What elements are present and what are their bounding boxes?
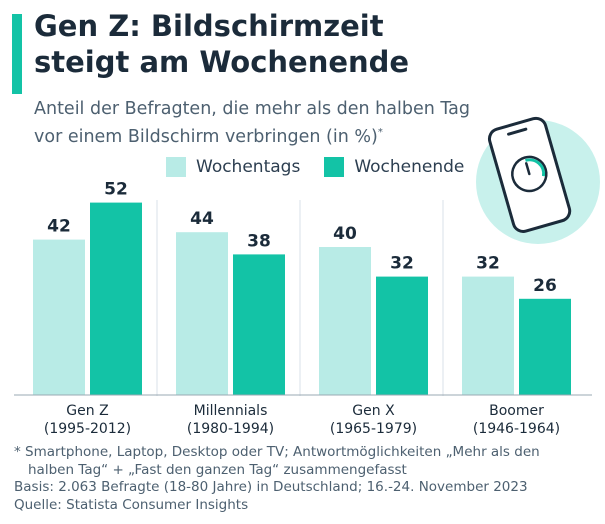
page-title: Gen Z: Bildschirmzeit steigt am Wochenen… [34,8,474,80]
x-tick-label: Gen Z [66,403,108,419]
bar-value-label: 42 [47,217,71,237]
bar-weekday [176,232,228,395]
subtitle-line-1: Anteil der Befragten, die mehr als den h… [34,99,471,119]
bar-value-label: 44 [190,209,214,229]
bar-weekday [319,247,371,395]
bar-value-label: 40 [333,224,357,244]
chart-legend: Wochentags Wochenende [166,157,478,177]
footnote: * Smartphone, Laptop, Desktop oder TV; A… [14,444,594,514]
chart-subtitle: Anteil der Befragten, die mehr als den h… [34,98,474,149]
bar-weekend [90,202,142,395]
legend-swatch-weekday [166,157,186,177]
x-tick-label: Gen X [352,403,395,419]
legend-label-weekday: Wochentags [196,157,301,177]
bar-weekend [376,276,428,395]
bar-weekday [462,276,514,395]
bar-weekday [33,239,85,395]
footnote-line-2: halben Tag“ + „Fast den ganzen Tag“ zusa… [28,461,407,478]
subtitle-line-2: vor einem Bildschirm verbringen (in %) [34,126,378,147]
legend-item-weekday: Wochentags [166,157,300,177]
x-tick-label: Boomer [489,403,544,419]
title-accent-bar [12,14,22,94]
subtitle-footnote-mark: * [377,127,383,138]
legend-item-weekend: Wochenende [324,157,464,177]
x-tick-sublabel: (1946-1964) [473,421,560,437]
footnote-line-1: * Smartphone, Laptop, Desktop oder TV; A… [14,444,540,460]
x-tick-sublabel: (1995-2012) [44,421,131,437]
x-tick-sublabel: (1980-1994) [187,421,274,437]
bar-chart: 42 52 Gen Z (1995-2012) 44 38 Millennials (1980… [14,180,592,437]
footnote-basis: Basis: 2.063 Befragte (18-80 Jahre) in D… [14,479,528,495]
x-tick-label: Millennials [194,403,268,419]
title-line-1: Gen Z: Bildschirmzeit [34,9,384,43]
legend-label-weekend: Wochenende [354,157,465,177]
bar-value-label: 32 [390,254,414,274]
bar-weekend [233,254,285,395]
phone-clock-icon [460,110,600,254]
title-line-2: steigt am Wochenende [34,45,410,79]
footnote-source: Quelle: Statista Consumer Insights [14,496,249,513]
legend-swatch-weekend [324,157,345,177]
bar-value-label: 26 [533,276,557,296]
bar-weekend [519,298,571,395]
bar-value-label: 52 [104,180,128,200]
bar-value-label: 32 [476,254,500,274]
bar-value-label: 38 [247,231,271,251]
x-tick-sublabel: (1965-1979) [330,421,417,437]
